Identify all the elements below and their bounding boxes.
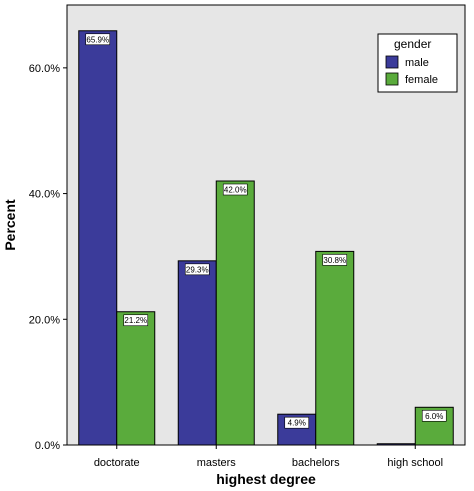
- data-label-box: [184, 263, 210, 276]
- legend-swatch-male: [385, 55, 399, 69]
- y-tick-label: 0.0%: [35, 440, 60, 452]
- data-label: 21.2%: [124, 316, 147, 325]
- bar-female-masters: [215, 180, 255, 446]
- data-label: 4.9%: [288, 419, 306, 428]
- data-label-box: [222, 183, 248, 196]
- data-label-box: [421, 409, 447, 422]
- x-tick-label: high school: [387, 457, 443, 469]
- bar-male-masters: [177, 260, 217, 446]
- data-label: 65.9%: [86, 35, 109, 44]
- legend-label-male: male: [405, 57, 429, 69]
- legend-label-female: female: [405, 74, 438, 86]
- x-tick-label: doctorate: [94, 457, 140, 469]
- data-label-box: [123, 314, 149, 327]
- x-axis-title: highest degree: [216, 471, 316, 487]
- data-label-box: [322, 254, 348, 266]
- bar-male-doctorate: [78, 30, 118, 446]
- y-axis: 0.0% 20.0% 40.0% 60.0%: [29, 63, 67, 452]
- bar-female-bachelors: [315, 250, 355, 446]
- y-tick-label: 40.0%: [29, 189, 60, 201]
- data-label: 30.8%: [323, 256, 346, 265]
- data-label-box: [284, 416, 310, 429]
- y-tick-label: 20.0%: [29, 314, 60, 326]
- x-axis: doctorate masters bachelors high school: [94, 445, 443, 469]
- y-axis-title: Percent: [2, 199, 18, 251]
- data-label: 6.0%: [425, 412, 443, 421]
- legend: gender male female: [377, 33, 458, 93]
- x-tick-label: bachelors: [292, 457, 340, 469]
- data-label: 42.0%: [224, 186, 247, 195]
- y-tick-label: 60.0%: [29, 63, 60, 75]
- bar-female-doctorate: [116, 311, 156, 446]
- bar-male-high-school: [376, 443, 416, 446]
- legend-title: gender: [394, 37, 431, 51]
- x-tick-label: masters: [197, 457, 237, 469]
- legend-swatch-female: [385, 72, 399, 86]
- data-label-box: [85, 33, 111, 46]
- data-label: 29.3%: [186, 265, 209, 274]
